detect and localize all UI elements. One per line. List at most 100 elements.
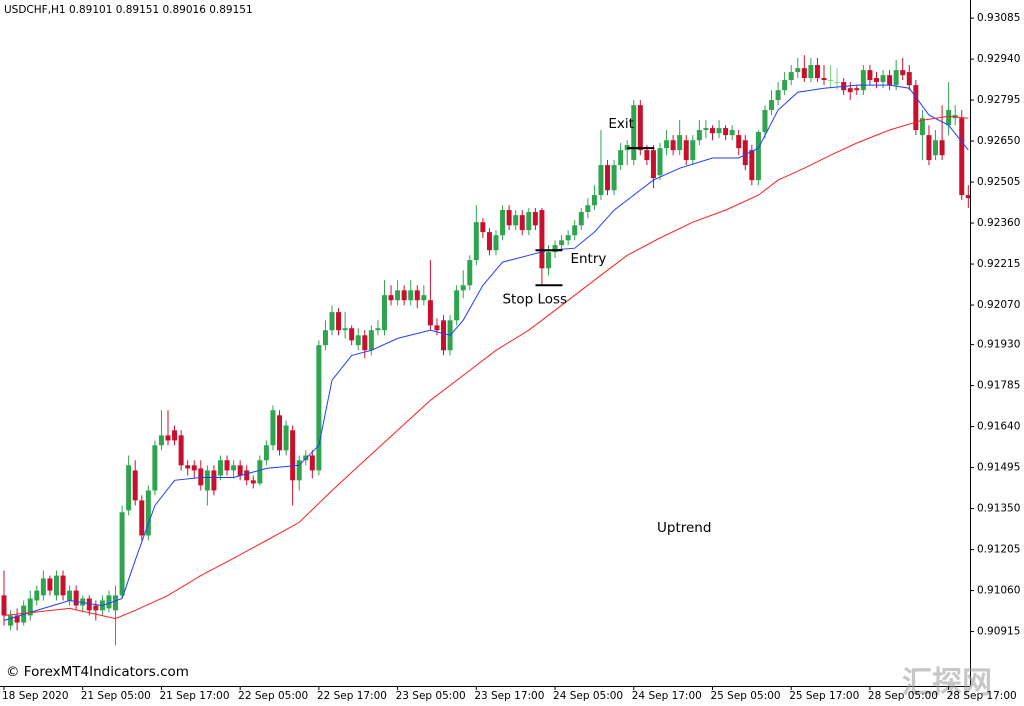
x-tick-label: 24 Sep 05:00 (553, 690, 623, 702)
candle-body (27, 598, 33, 616)
candle-body (257, 460, 263, 484)
candle-body (782, 80, 788, 91)
candle-body (211, 470, 217, 491)
candle-body (250, 480, 256, 484)
y-tick-label: 0.92505 (977, 176, 1020, 188)
candle-body (401, 290, 407, 301)
x-tick-label: 23 Sep 05:00 (396, 690, 466, 702)
candle-body (926, 135, 932, 161)
candle-body (342, 328, 348, 331)
watermark: 汇探网 (902, 666, 992, 701)
candle-body (349, 328, 355, 341)
y-tick-label: 0.91205 (977, 544, 1020, 556)
candle-body (572, 225, 578, 236)
candle-body (309, 455, 315, 471)
candle-body (946, 109, 952, 126)
candle-body (1, 595, 7, 616)
candle-body (322, 330, 328, 346)
x-tick-label: 28 Sep 17:00 (947, 690, 1017, 702)
candle-body (545, 252, 551, 269)
y-tick-label: 0.92795 (977, 94, 1020, 106)
candle-body (532, 212, 538, 226)
candle-body (736, 135, 742, 149)
candle-body (657, 148, 663, 176)
candle-body (591, 195, 597, 206)
candle-body (8, 615, 14, 626)
x-tick-label: 18 Sep 2020 (2, 690, 69, 702)
annotation-label: Stop Loss (502, 291, 567, 307)
x-tick-label: 25 Sep 05:00 (710, 690, 780, 702)
candle-body (690, 140, 696, 161)
y-tick-label: 0.93085 (977, 12, 1020, 24)
candle-body (709, 128, 715, 134)
annotation-label: Exit (608, 116, 634, 132)
candle-body (618, 150, 624, 166)
candle-body (126, 465, 132, 511)
candle-body (801, 68, 807, 79)
candle-body (40, 578, 46, 596)
candle-body (375, 328, 381, 331)
candle-body (14, 615, 20, 623)
candle-body (217, 460, 223, 476)
candle-body (650, 150, 656, 179)
candle-body (231, 465, 237, 471)
candle-body (893, 70, 899, 86)
candle-body (795, 68, 801, 73)
ma-line (3, 84, 969, 621)
candle-body (486, 232, 492, 251)
y-tick-label: 0.91640 (977, 421, 1020, 433)
candle-body (828, 80, 834, 82)
candle-body (624, 145, 630, 151)
candle-body (788, 72, 794, 81)
candle-body (263, 445, 269, 461)
candle-body (959, 118, 965, 196)
x-tick-label: 22 Sep 05:00 (238, 690, 308, 702)
candle-body (93, 605, 99, 611)
candle-body (605, 165, 611, 191)
candle-body (637, 105, 643, 151)
candle-body (539, 210, 545, 269)
candle-body (467, 260, 473, 286)
candle-body (434, 325, 440, 331)
candle-body (362, 335, 368, 351)
candle-body (441, 320, 447, 351)
candle-body (631, 105, 637, 161)
candle-body (421, 295, 427, 301)
y-tick-label: 0.92940 (977, 53, 1020, 65)
candle-body (132, 470, 138, 501)
candle-body (933, 140, 939, 156)
y-tick-label: 0.91495 (977, 462, 1020, 474)
candle-body (296, 460, 302, 481)
candle-body (460, 285, 466, 291)
candle-body (381, 295, 387, 331)
candle-body (519, 215, 525, 231)
candle-body (34, 590, 40, 601)
candle-body (67, 590, 73, 601)
y-tick-label: 0.90915 (977, 626, 1020, 638)
candle-body (165, 435, 171, 441)
candle-body (237, 465, 243, 476)
candle-body (880, 75, 886, 82)
y-tick-label: 0.91785 (977, 380, 1020, 392)
candle-body (368, 330, 374, 351)
candle-body (152, 445, 158, 491)
candle-body (316, 345, 322, 471)
candle-body (847, 88, 853, 93)
candle-body (814, 65, 820, 79)
candle-body (939, 140, 945, 156)
x-tick-label: 24 Sep 17:00 (632, 690, 702, 702)
candle-body (329, 312, 335, 331)
candle-body (867, 70, 873, 81)
chart-title: USDCHF,H1 0.89101 0.89151 0.89016 0.8915… (4, 4, 253, 16)
candle-body (598, 165, 604, 196)
candle-body (906, 72, 912, 86)
candle-body (198, 468, 204, 486)
y-tick-label: 0.91350 (977, 503, 1020, 515)
candle-body (677, 135, 683, 151)
candle-body (139, 500, 145, 536)
candle-body (834, 81, 840, 83)
candle-body (873, 78, 879, 82)
candle-body (565, 235, 571, 241)
candle-body (277, 415, 283, 451)
